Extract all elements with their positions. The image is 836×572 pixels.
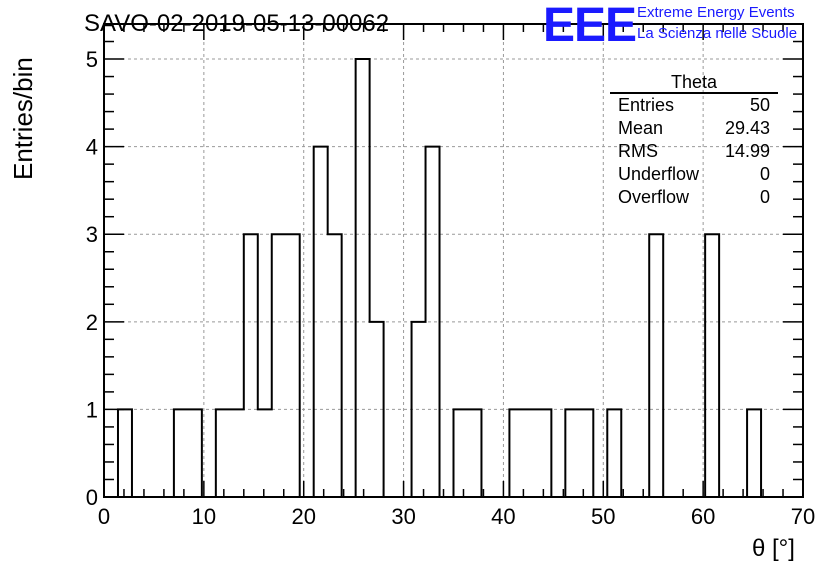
stats-row: Underflow 0 [610, 163, 778, 186]
stats-value: 50 [749, 95, 770, 115]
stats-row: Overflow 0 [610, 186, 778, 209]
stats-label: Mean [618, 118, 664, 138]
stats-row: Mean 29.43 [610, 117, 778, 140]
x-tick-label: 0 [98, 504, 110, 529]
y-tick-label: 0 [86, 485, 98, 510]
axis-ticks [103, 23, 804, 498]
stats-row: RMS 14.99 [610, 140, 778, 163]
x-tick-label: 40 [491, 504, 515, 529]
y-tick-label: 2 [86, 310, 98, 335]
stats-value: 29.43 [724, 118, 770, 138]
y-tick-label: 1 [86, 397, 98, 422]
y-tick-label: 3 [86, 222, 98, 247]
y-tick-label: 4 [86, 135, 98, 160]
stats-value: 14.99 [724, 141, 770, 161]
stats-row: Entries 50 [610, 94, 778, 117]
x-tick-label: 30 [391, 504, 415, 529]
y-axis-label: Entries/bin [8, 57, 38, 180]
stats-label: RMS [618, 141, 658, 161]
plot-frame [103, 23, 804, 498]
logo-text-line2: La Scienza nelle Scuole [637, 25, 798, 42]
x-tick-label: 10 [192, 504, 216, 529]
stats-value: 0 [759, 164, 770, 184]
x-tick-label: 60 [691, 504, 715, 529]
stats-label: Overflow [618, 187, 690, 207]
stats-value: 0 [759, 187, 770, 207]
stats-title: Theta [610, 72, 778, 94]
x-tick-label: 20 [291, 504, 315, 529]
stats-label: Underflow [618, 164, 700, 184]
y-tick-label: 5 [86, 47, 98, 72]
eee-logo: EEE [543, 0, 637, 52]
logo-text-line1: Extreme Energy Events [637, 4, 795, 21]
stats-box: Theta Entries 50 Mean 29.43 RMS 14.99 Un… [610, 72, 778, 209]
x-axis-label: θ [°] [752, 535, 795, 562]
chart-title: SAVO-02-2019-05-13-00062 [84, 10, 390, 37]
stats-label: Entries [618, 95, 675, 115]
x-tick-label: 70 [791, 504, 815, 529]
x-tick-label: 50 [591, 504, 615, 529]
x-tick-labels: 0 10 20 30 40 50 60 70 [98, 504, 815, 529]
y-tick-labels: 0 1 2 3 4 5 [86, 47, 98, 510]
